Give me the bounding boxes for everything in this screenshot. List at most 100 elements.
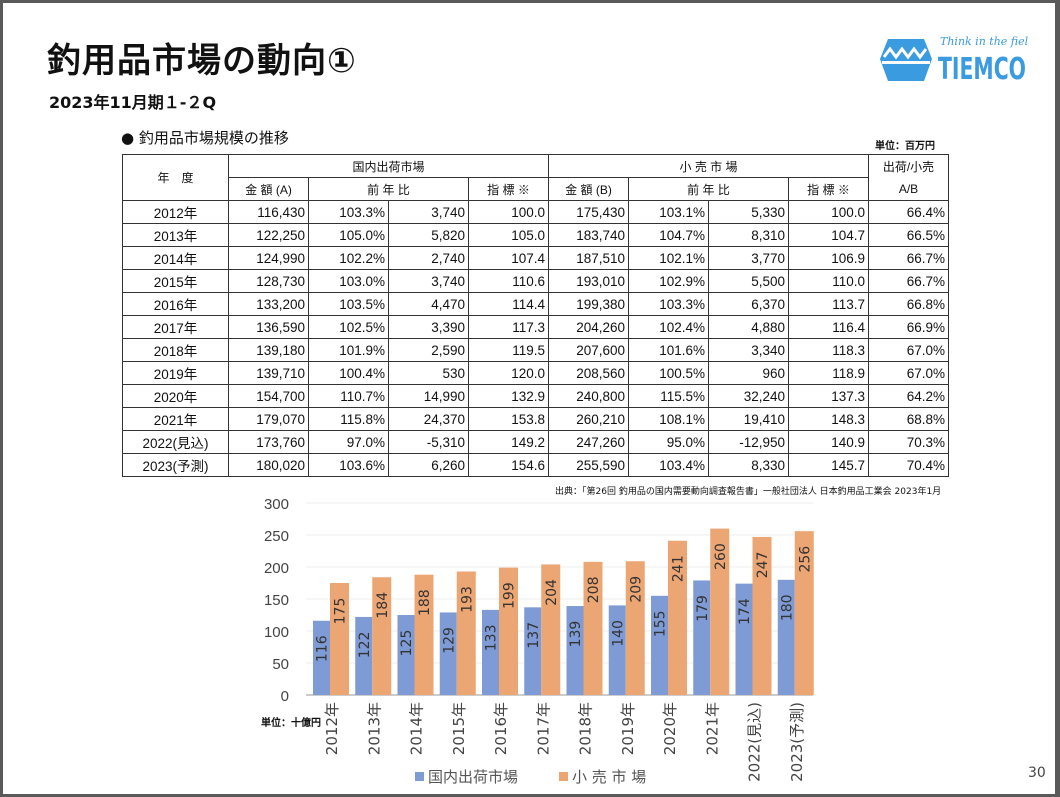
table-cell: 139,710 [228,361,309,385]
table-cell: 100.0 [468,200,549,224]
table-cell: 102.9% [628,269,709,293]
table-cell: 24,370 [388,407,469,431]
table-cell: 175,430 [548,200,629,224]
table-cell: 145.7 [788,453,869,477]
table-cell: 2,590 [388,338,469,362]
table-cell: 105.0 [468,223,549,247]
table-cell: 132.9 [468,384,549,408]
bar-retail [583,561,603,695]
bar-retail [541,564,561,695]
x-tick-label: 2014年 [408,702,426,755]
table-cell: 66.5% [868,223,949,247]
table-cell: 5,820 [388,223,469,247]
table-cell: 2014年 [122,246,229,270]
table-cell: 148.3 [788,407,869,431]
table-cell: 116,430 [228,200,309,224]
data-label: 193 [459,586,475,613]
table-cell: 103.1% [628,200,709,224]
data-label: 241 [671,555,687,582]
x-tick-label: 2023(予測) [788,702,806,782]
table-cell: 118.9 [788,361,869,385]
bar-domestic [651,595,668,695]
x-tick-label: 2022(見込) [746,702,764,782]
bar-retail [752,536,772,695]
tiemco-logo: Think in the field. TIEMCO [880,35,1028,87]
header-yoy-a: 前 年 比 [308,177,469,201]
table-cell: 2021年 [122,407,229,431]
table-cell: 102.5% [308,315,389,339]
table-cell: 173,760 [228,430,309,454]
table-cell: 2012年 [122,200,229,224]
table-cell: 137.3 [788,384,869,408]
svg-text:Think in the field.: Think in the field. [940,35,1028,48]
table-cell: 115.8% [308,407,389,431]
table-cell: 66.8% [868,292,949,316]
table-cell: 4,470 [388,292,469,316]
table-cell: 2013年 [122,223,229,247]
page-subtitle: 2023年11月期１-２Q [49,93,217,112]
bar-domestic [439,612,457,695]
x-tick-label: 2012年 [323,702,341,755]
data-label: 199 [502,582,518,609]
table-cell: 66.7% [868,269,949,293]
data-label: 133 [484,625,500,652]
bar-domestic [482,609,499,695]
table-cell: 128,730 [228,269,309,293]
y-tick-label: 250 [264,528,289,545]
bar-domestic [735,583,753,695]
table-cell: 183,740 [548,223,629,247]
x-tick-label: 2013年 [365,702,383,755]
table-cell: 103.5% [308,292,389,316]
table-cell: -5,310 [388,430,469,454]
data-label: 139 [568,621,584,648]
bar-retail [456,571,476,695]
table-row: 2019年 139,710 100.4% 530 120.0 208,560 100.5% 9… [122,361,949,385]
table-cell: 117.3 [468,315,549,339]
table-cell: 139,180 [228,338,309,362]
table-row: 2020年 154,700 110.7% 14,990 132.9 240,800 115.… [122,384,949,408]
table-cell: 110.0 [788,269,869,293]
bar-retail [372,577,392,695]
legend-label: 国内出荷市場 [428,768,518,786]
table-cell: 2015年 [122,269,229,293]
data-label: 180 [779,594,795,621]
source-note: 出典：「第26回 釣用品の国内需要動向調査報告書」一般社団法人 日本釣用品工業会… [555,487,942,497]
table-row: 2016年 133,200 103.5% 4,470 114.4 199,380 103.3… [122,292,949,316]
table-cell: 530 [388,361,469,385]
bar-retail [710,528,730,695]
table-cell: 102.2% [308,246,389,270]
table-cell: 108.1% [628,407,709,431]
table-row: 2013年 122,250 105.0% 5,820 105.0 183,740 104.7… [122,223,949,247]
data-label: 174 [737,598,753,625]
table-cell: 154.6 [468,453,549,477]
x-tick-label: 2016年 [492,702,510,755]
table-cell: 19,410 [708,407,789,431]
table-cell: 119.5 [468,338,549,362]
table-cell: 208,560 [548,361,629,385]
table-cell: 97.0% [308,430,389,454]
table-cell: 66.4% [868,200,949,224]
x-tick-label: 2015年 [450,702,468,755]
table-cell: 118.3 [788,338,869,362]
header-index-b: 指 標 ※ [788,177,869,201]
bar-domestic [566,606,584,695]
table-cell: 2016年 [122,292,229,316]
header-amount-a: 金 額 (A) [228,177,309,201]
table-cell: 66.9% [868,315,949,339]
x-tick-label: 2021年 [703,702,721,755]
table-row: 2021年 179,070 115.8% 24,370 153.8 260,210 108.… [122,407,949,431]
table-cell: 3,340 [708,338,789,362]
table-cell: 6,370 [708,292,789,316]
x-tick-label: 2019年 [619,702,637,755]
table-cell: 8,310 [708,223,789,247]
bar-retail [414,574,434,695]
table-cell: 136,590 [228,315,309,339]
table-cell: 255,590 [548,453,629,477]
data-label: 137 [526,622,542,649]
y-tick-label: 300 [264,496,289,513]
header-year: 年 度 [122,154,229,201]
bar-retail [794,531,814,695]
table-cell: 95.0% [628,430,709,454]
table-cell: 8,330 [708,453,789,477]
header-domestic: 国内出荷市場 [228,154,549,178]
